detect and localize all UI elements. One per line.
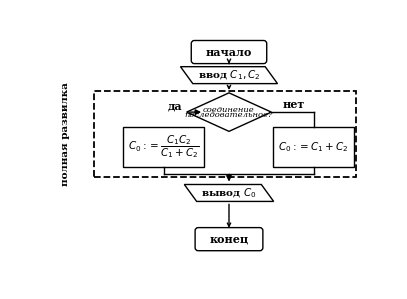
Text: нет: нет (283, 99, 305, 110)
Text: да: да (168, 100, 182, 112)
Bar (273, 127, 354, 167)
Bar (94, 91, 356, 177)
Polygon shape (184, 184, 274, 202)
Polygon shape (187, 93, 271, 131)
Text: ввод $C_1, C_2$: ввод $C_1, C_2$ (198, 68, 260, 82)
Text: полная развилка: полная развилка (61, 82, 70, 186)
Text: $C_0 := \dfrac{C_1 C_2}{C_1 + C_2}$: $C_0 := \dfrac{C_1 C_2}{C_1 + C_2}$ (128, 133, 199, 160)
Bar (123, 127, 204, 167)
Polygon shape (180, 67, 278, 84)
FancyBboxPatch shape (195, 228, 263, 251)
Text: конец: конец (210, 234, 249, 245)
Text: соединение: соединение (203, 106, 255, 114)
FancyBboxPatch shape (191, 40, 267, 64)
Text: вывод $C_0$: вывод $C_0$ (201, 186, 257, 200)
Text: последовательное?: последовательное? (185, 111, 273, 119)
Text: $C_0 := C_1 + C_2$: $C_0 := C_1 + C_2$ (278, 140, 349, 154)
Text: начало: начало (206, 47, 252, 57)
